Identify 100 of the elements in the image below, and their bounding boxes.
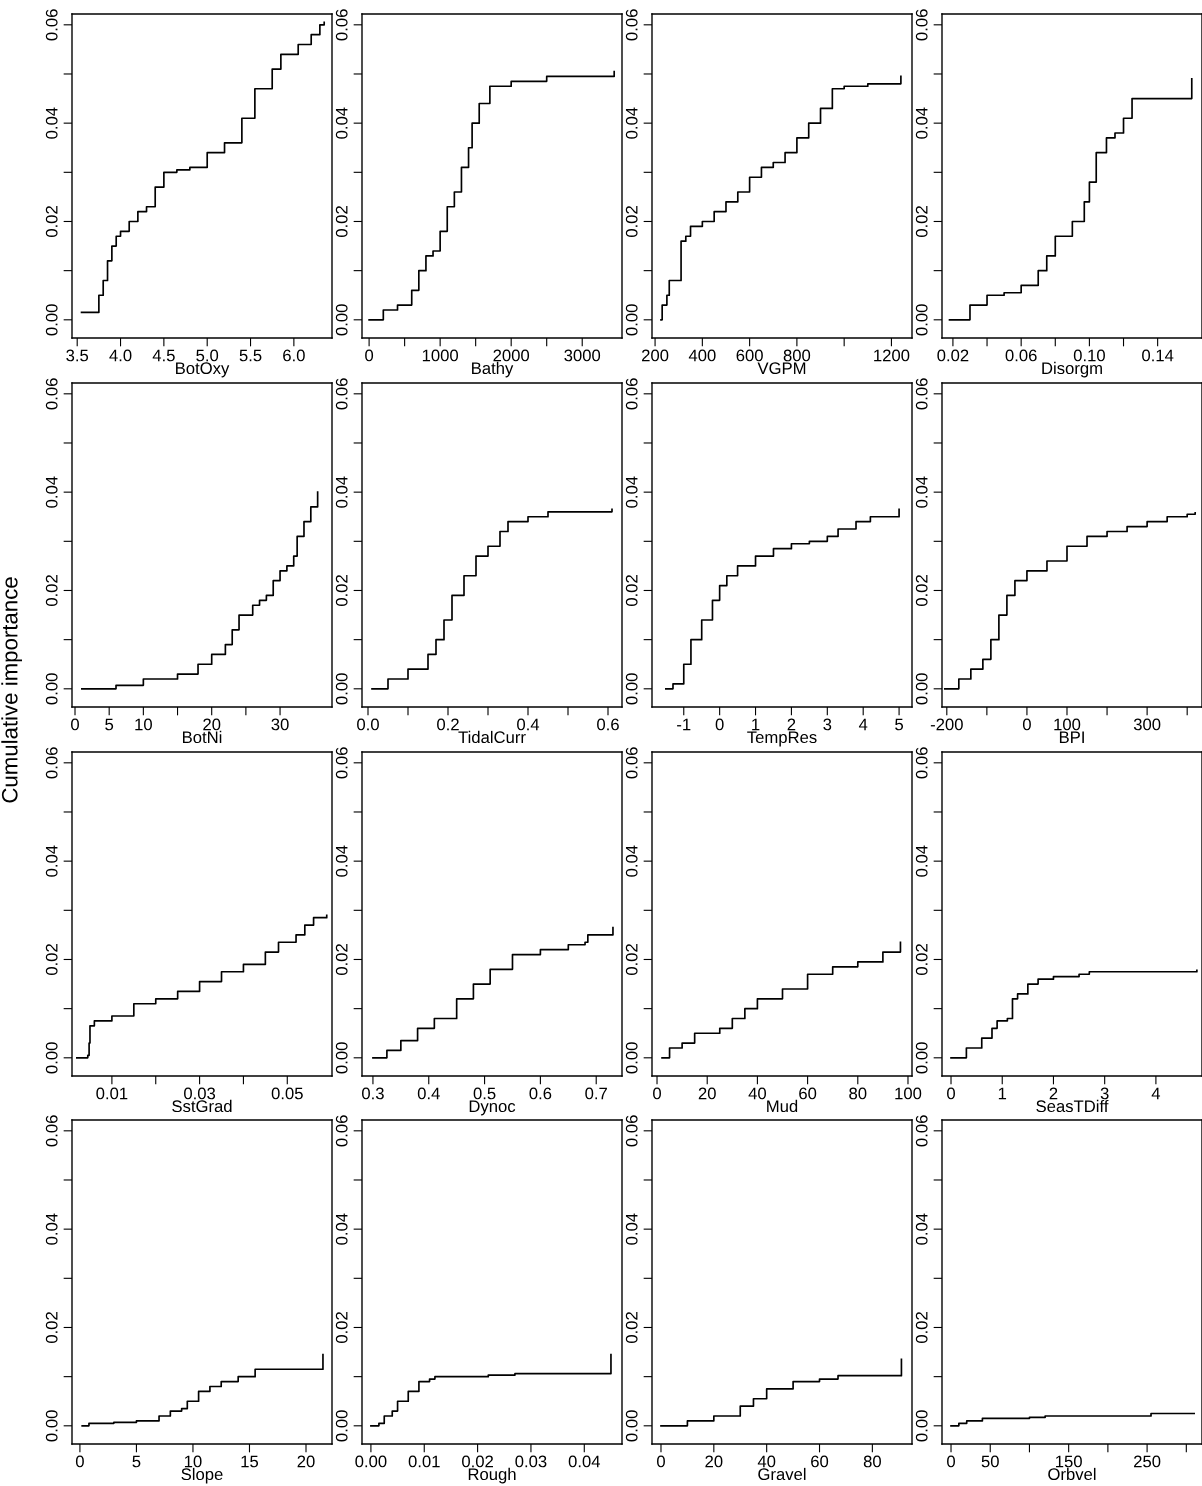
x-tick-label: 0.05 [271,1087,303,1100]
x-tick-label: 3 [823,718,832,731]
x-tick-label: 6.0 [283,349,305,362]
y-tick-label: 0.04 [915,845,928,877]
y-tick-label: 0.04 [915,107,928,139]
x-tick-label: 5 [895,718,904,731]
y-tick-label: 0.00 [45,1410,58,1442]
x-tick-label: 0.04 [568,1455,601,1468]
x-tick-label: 5.0 [196,349,219,362]
x-tick-label: 20 [705,1455,723,1468]
y-tick-label: 0.04 [335,476,348,508]
x-tick-label: 4.5 [152,349,175,362]
x-axis-title: Mud [767,1099,798,1113]
x-tick-label: 0.01 [408,1455,440,1468]
x-tick-label: 100 [895,1087,922,1100]
x-tick-label: 10 [135,718,152,731]
y-tick-label: 0.06 [625,747,638,779]
x-tick-label: 600 [736,349,763,362]
x-tick-label: 0.6 [529,1087,552,1100]
y-tick-label: 0.02 [335,575,348,607]
x-tick-label: 1 [752,718,760,731]
x-tick-label: 200 [642,349,669,362]
y-tick-label: 0.06 [625,1115,638,1147]
y-tick-label: 0.06 [625,9,638,41]
x-tick-label: 0 [1022,718,1031,731]
y-tick-label: 0.02 [335,206,348,238]
y-tick-label: 0.00 [915,1410,928,1442]
y-tick-label: 0.00 [45,673,58,705]
y-tick-label: 0.00 [335,304,348,336]
y-tick-label: 0.00 [45,1042,58,1074]
y-tick-label: 0.00 [625,673,638,705]
x-axis-title: BotNi [182,730,222,744]
x-tick-label: 0.10 [1073,349,1105,362]
x-axis-title: VGPM [757,362,806,375]
x-axis-title: SstGrad [172,1099,232,1113]
x-tick-label: 3 [1100,1087,1109,1100]
y-tick-label: 0.04 [45,1213,58,1245]
x-tick-label: -1 [677,718,691,731]
x-tick-label: 0.4 [517,718,540,731]
x-axis-title: SeasTDiff [1036,1099,1109,1113]
y-tick-label: 0.00 [915,673,928,705]
x-tick-label: 0 [365,349,374,362]
y-tick-label: 0.04 [335,1213,348,1245]
x-tick-label: 0.02 [937,349,969,362]
x-tick-label: 0.3 [362,1087,384,1100]
x-tick-label: 5 [105,718,114,731]
x-tick-label: 0.01 [96,1087,128,1100]
x-axis-title: Orbvel [1048,1467,1096,1481]
x-tick-label: 1200 [874,349,910,362]
y-tick-label: 0.00 [335,673,348,705]
x-tick-label: 400 [688,349,716,362]
y-tick-label: 0.04 [625,845,638,877]
y-tick-label: 0.04 [335,845,348,877]
y-tick-label: 0.06 [335,378,348,410]
y-tick-label: 0.00 [915,1042,928,1074]
y-tick-label: 0.04 [625,107,638,139]
x-axis-title: Disorgm [1042,361,1102,378]
x-tick-label: 40 [748,1087,767,1100]
x-tick-label: 0.2 [437,718,459,731]
y-tick-label: 0.02 [45,944,58,976]
y-tick-label: 0.02 [625,944,638,976]
x-tick-label: 0 [715,718,724,731]
x-tick-label: 10 [184,1455,202,1468]
x-tick-label: 15 [241,1455,259,1468]
y-tick-label: 0.04 [625,1213,638,1245]
x-tick-label: 1000 [422,349,459,362]
y-tick-label: 0.06 [625,378,638,410]
x-tick-label: 40 [757,1455,776,1468]
x-tick-label: 300 [1133,718,1161,731]
y-tick-label: 0.02 [625,1312,638,1344]
y-tick-label: 0.06 [45,1115,58,1147]
x-tick-label: 0 [657,1455,665,1468]
x-tick-label: 20 [297,1455,315,1468]
x-tick-label: 0 [75,1455,84,1468]
y-tick-label: 0.02 [625,575,638,607]
x-tick-label: 0.00 [355,1455,387,1468]
x-tick-label: 2 [1049,1087,1058,1100]
y-tick-label: 0.06 [45,378,58,410]
y-tick-label: 0.02 [45,206,58,238]
x-tick-label: 4 [858,718,868,731]
x-tick-label: 0 [947,1455,955,1468]
y-axis-title: Cumulative importance [1,577,22,803]
x-tick-label: 80 [849,1087,867,1100]
y-tick-label: 0.04 [335,107,348,139]
y-tick-label: 0.04 [915,476,928,508]
y-tick-label: 0.06 [335,1115,348,1147]
y-tick-label: 0.04 [625,476,638,508]
y-tick-label: 0.02 [335,1312,348,1344]
x-axis-title: TidalCurr [458,730,526,744]
x-axis-title: BPI [1059,731,1084,743]
y-tick-label: 0.02 [915,575,928,607]
y-tick-label: 0.04 [915,1213,928,1245]
y-tick-label: 0.02 [915,206,928,238]
y-tick-label: 0.06 [335,9,348,41]
x-axis-title: Gravel [758,1467,806,1481]
x-tick-label: 4.0 [109,349,132,362]
x-tick-label: 1 [998,1087,1007,1100]
x-tick-label: 100 [1054,718,1081,731]
x-tick-label: 800 [783,349,811,362]
x-tick-label: 80 [863,1455,881,1468]
